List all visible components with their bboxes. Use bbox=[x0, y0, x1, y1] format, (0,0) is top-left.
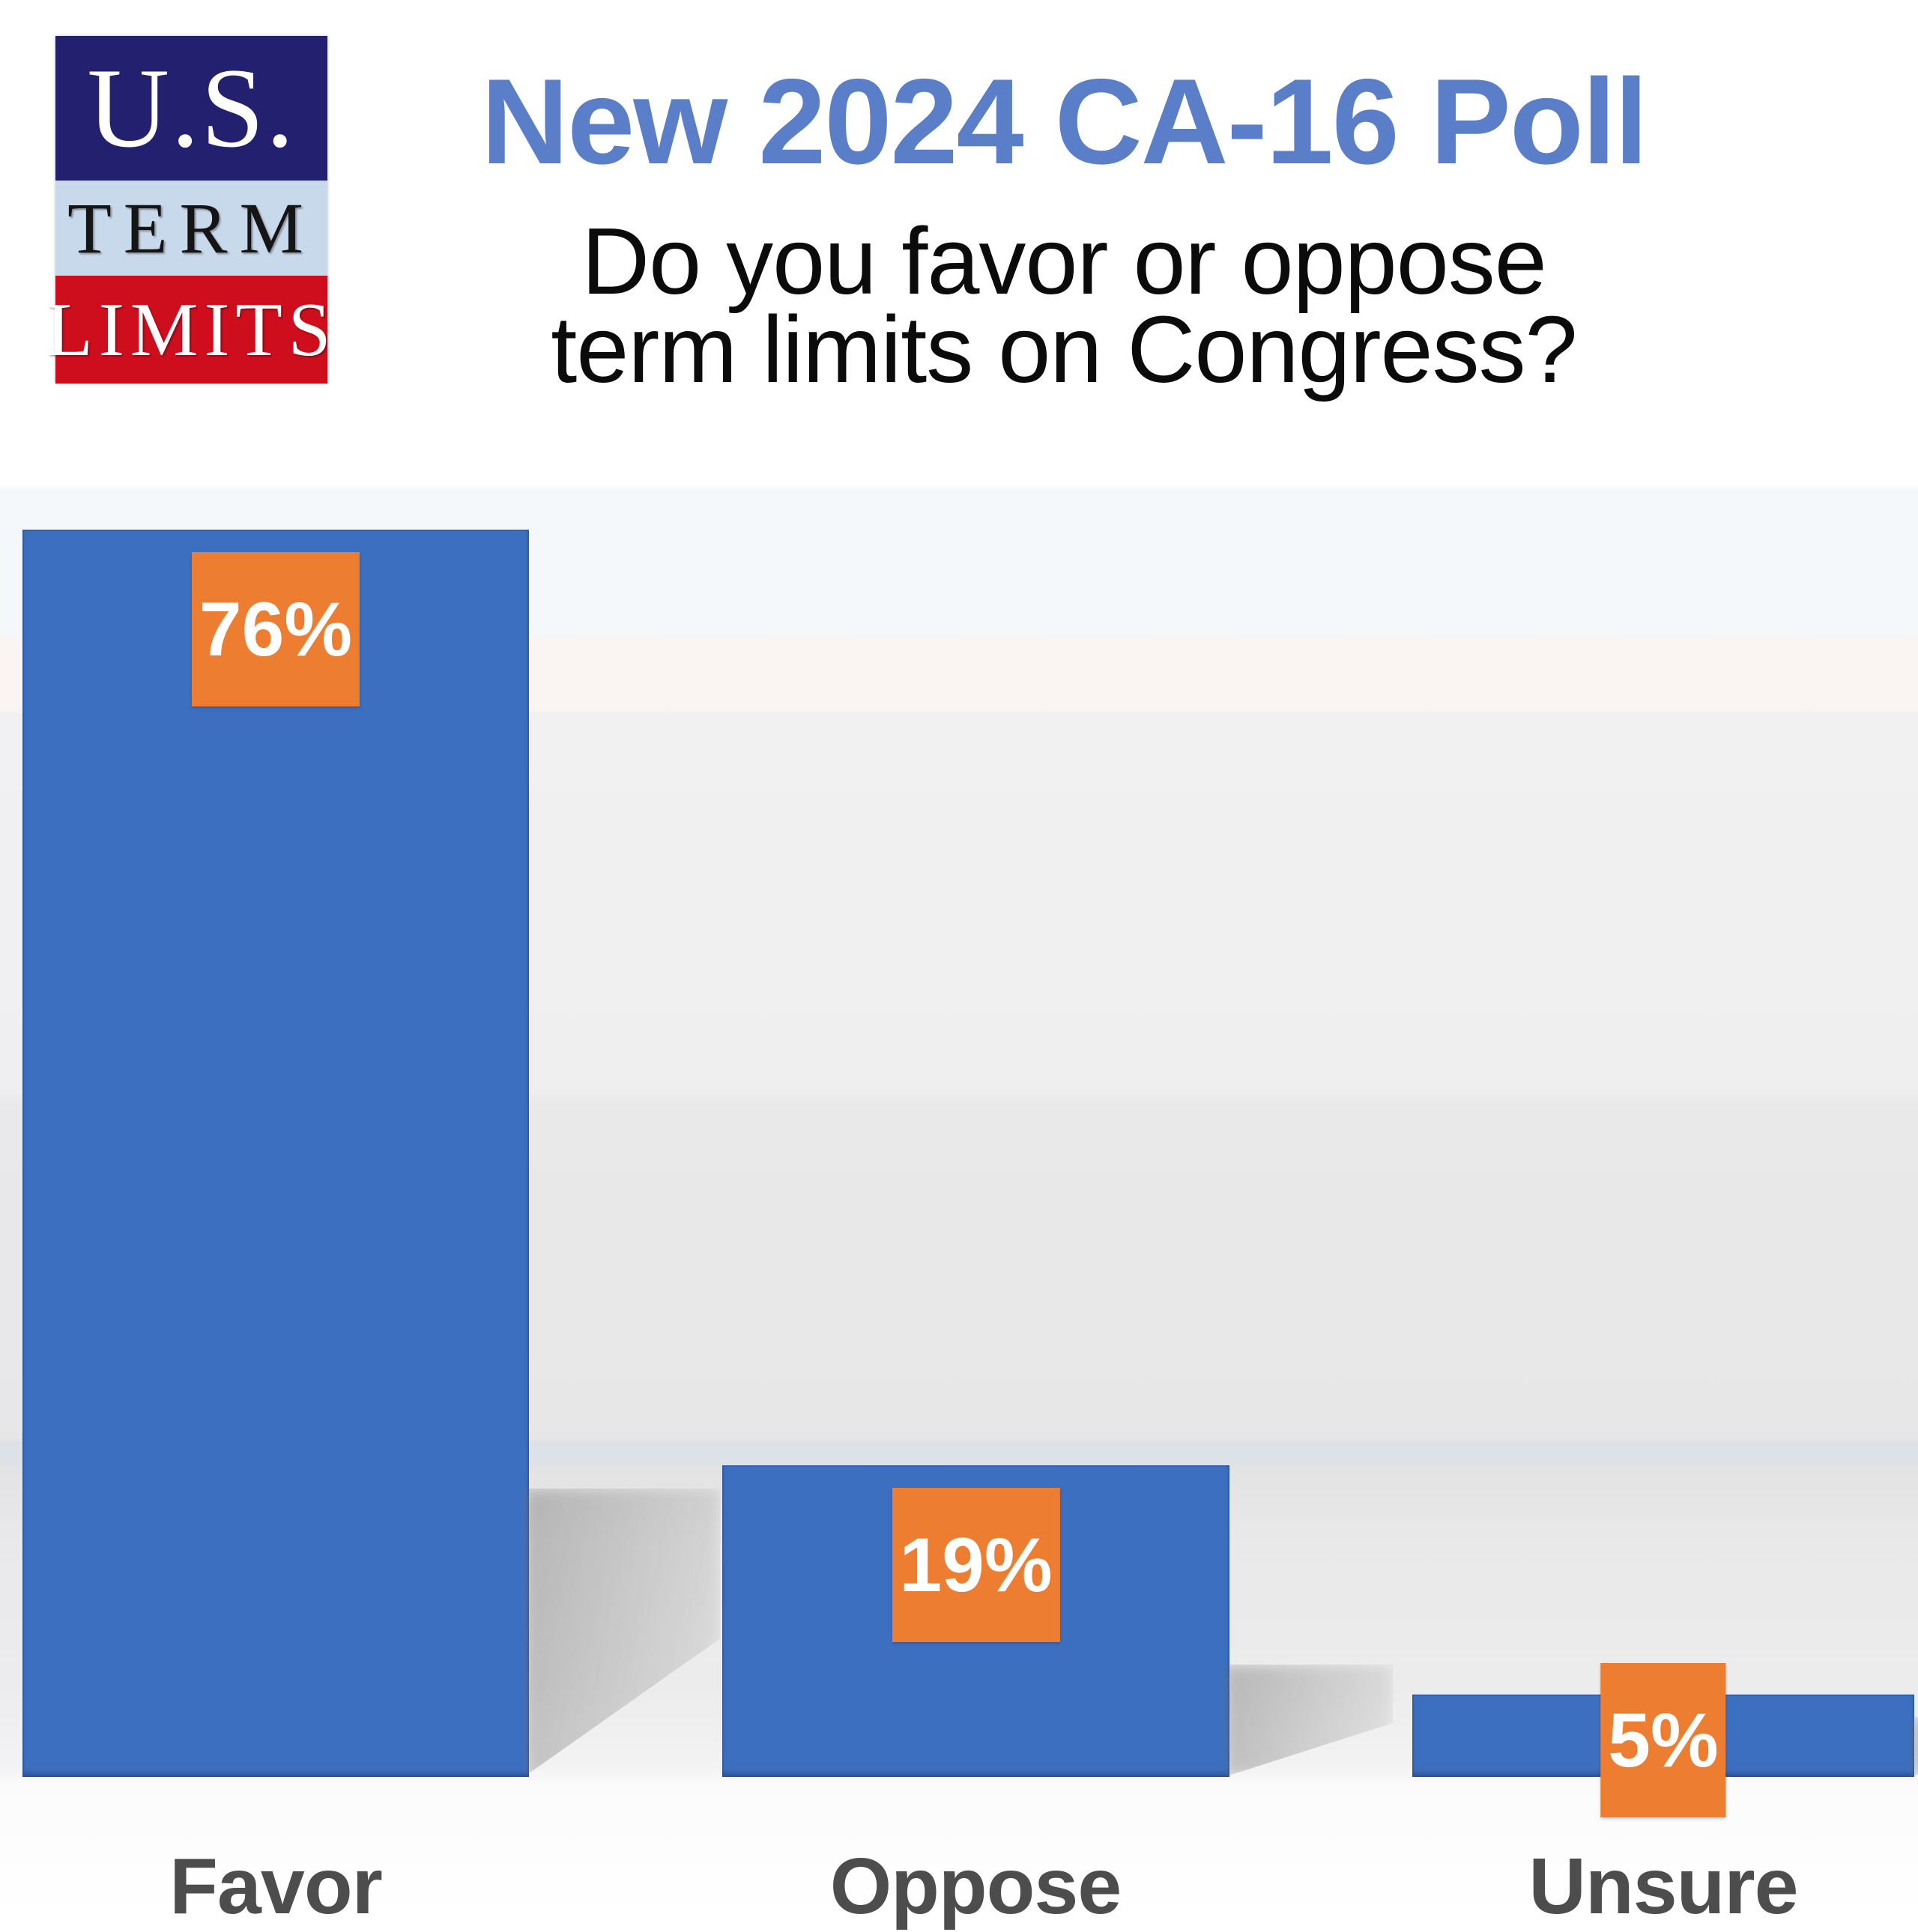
bar-favor: 76% bbox=[22, 530, 721, 1777]
value-label-oppose: 19% bbox=[892, 1488, 1060, 1642]
logo-us-text: U.S. bbox=[55, 36, 327, 181]
poll-question-line2: term limits on Congress? bbox=[551, 297, 1577, 403]
bar-shadow bbox=[524, 1489, 721, 1777]
page-title: New 2024 CA-16 Poll bbox=[481, 54, 1648, 190]
value-label-favor: 76% bbox=[191, 552, 360, 706]
bar-oppose: 19% bbox=[722, 1465, 1394, 1777]
ustl-logo: U.S. TERM LIMITS bbox=[46, 36, 330, 384]
header: New 2024 CA-16 Poll Do you favor or oppo… bbox=[255, 52, 1873, 397]
bar-unsure: 5% bbox=[1412, 1663, 1918, 1817]
value-label-unsure: 5% bbox=[1600, 1663, 1726, 1817]
bar-shadow bbox=[1909, 1717, 1918, 1777]
category-label-unsure: Unsure bbox=[1528, 1842, 1798, 1931]
logo-limits-text: LIMITS bbox=[46, 276, 330, 384]
category-label-favor: Favor bbox=[169, 1842, 383, 1931]
bar-shadow bbox=[1224, 1665, 1394, 1777]
poll-question: Do you favor or oppose term limits on Con… bbox=[255, 214, 1873, 397]
poll-question-line1: Do you favor or oppose bbox=[581, 208, 1547, 314]
logo-term-text: TERM bbox=[55, 180, 327, 276]
category-label-oppose: Oppose bbox=[829, 1842, 1122, 1931]
